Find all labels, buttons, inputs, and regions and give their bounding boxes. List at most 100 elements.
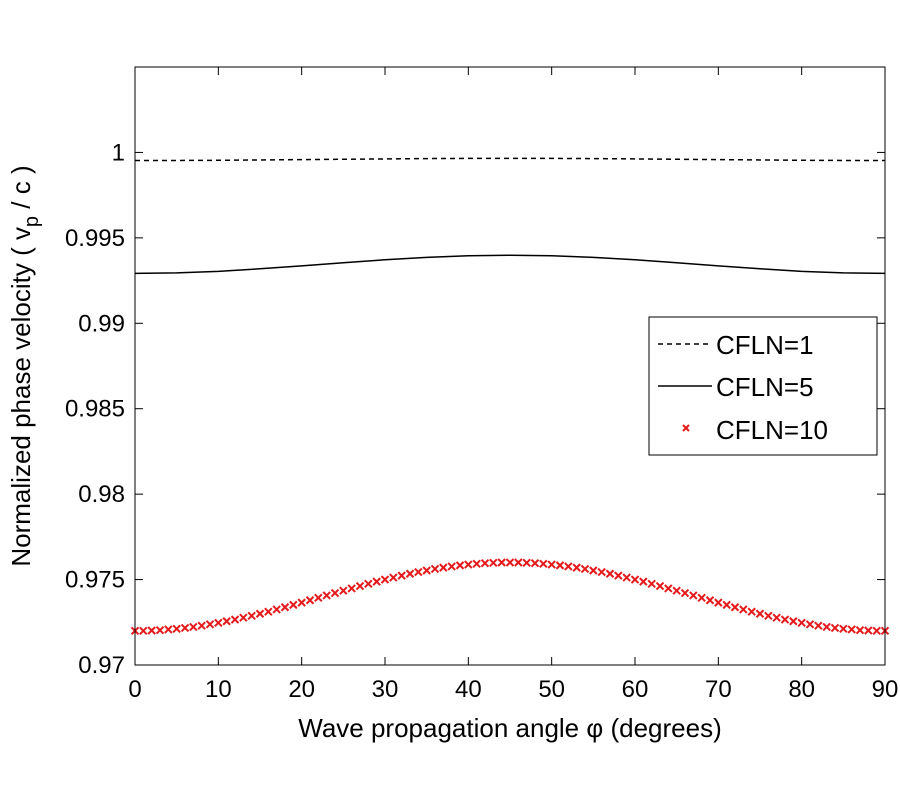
x-axis-label: Wave propagation angle φ (degrees) — [298, 713, 721, 743]
series-cfln1-line — [135, 157, 885, 162]
data-point — [464, 560, 473, 569]
data-point — [264, 607, 273, 616]
data-point — [530, 558, 540, 568]
data-point — [447, 562, 456, 571]
x-tick-label: 50 — [538, 676, 565, 703]
data-point — [189, 622, 198, 632]
data-point — [405, 569, 415, 578]
data-point — [297, 598, 306, 607]
data-point — [680, 588, 690, 598]
data-point — [422, 566, 431, 575]
x-tick-label: 40 — [455, 676, 482, 703]
data-point — [722, 600, 731, 610]
data-point — [605, 569, 615, 578]
data-point — [589, 566, 598, 575]
data-point — [255, 609, 265, 618]
data-point — [547, 560, 556, 569]
x-tick-label: 70 — [705, 676, 732, 703]
y-tick-label: 0.98 — [78, 481, 125, 508]
data-point — [847, 625, 856, 634]
data-point — [689, 591, 698, 600]
data-point — [239, 613, 248, 622]
data-point — [322, 591, 331, 600]
data-point — [305, 596, 315, 605]
data-point — [655, 581, 665, 591]
data-point — [147, 626, 156, 635]
data-point — [289, 600, 298, 610]
data-point — [630, 575, 640, 584]
plot-marks — [130, 157, 890, 636]
data-point — [697, 593, 706, 603]
data-point — [872, 626, 881, 636]
data-point — [664, 584, 673, 593]
data-point — [247, 611, 256, 621]
y-tick-label: 1 — [112, 139, 125, 166]
data-point — [214, 618, 223, 628]
x-tick-label: 90 — [872, 676, 899, 703]
data-point — [372, 577, 381, 586]
data-point — [855, 625, 865, 635]
data-point — [272, 605, 281, 614]
data-point — [222, 617, 231, 626]
data-point — [455, 561, 465, 570]
x-tick-label: 0 — [128, 676, 141, 703]
data-point — [280, 603, 290, 612]
data-point — [522, 558, 531, 568]
data-point — [805, 620, 815, 629]
data-point — [380, 575, 390, 584]
data-point — [772, 613, 781, 622]
data-point — [197, 621, 206, 630]
legend: CFLN=1 CFLN=5 CFLN=10 — [648, 316, 878, 456]
data-point — [622, 573, 631, 582]
data-point — [789, 617, 798, 626]
data-point — [389, 573, 398, 582]
data-point — [414, 567, 423, 577]
data-point — [864, 626, 873, 635]
data-point — [714, 598, 723, 607]
data-point — [739, 605, 748, 614]
data-point — [539, 559, 548, 569]
data-point — [555, 561, 565, 570]
data-point — [505, 558, 515, 567]
data-point — [780, 615, 790, 624]
legend-label-cfln5: CFLN=5 — [716, 372, 814, 402]
data-point — [139, 626, 148, 636]
y-tick-label: 0.985 — [65, 396, 125, 423]
data-point — [439, 563, 448, 572]
x-tick-label: 30 — [372, 676, 399, 703]
data-point — [705, 596, 715, 605]
data-point — [747, 607, 756, 616]
y-tick-label: 0.97 — [78, 652, 125, 679]
data-point — [647, 579, 656, 589]
x-tick-label: 80 — [788, 676, 815, 703]
data-point — [230, 615, 240, 624]
data-point — [205, 620, 215, 629]
y-tick-label: 0.975 — [65, 567, 125, 594]
data-point — [397, 571, 406, 580]
data-point — [514, 558, 523, 567]
x-tick-label: 10 — [205, 676, 232, 703]
data-point — [822, 622, 831, 632]
y-tick-label: 0.995 — [65, 225, 125, 252]
data-point — [730, 603, 740, 612]
data-point — [797, 618, 806, 628]
x-tick-label: 60 — [622, 676, 649, 703]
data-point — [830, 623, 840, 633]
data-point — [347, 584, 356, 593]
data-point — [355, 581, 365, 591]
data-point — [755, 609, 765, 618]
axis-ticks: 0 10 20 30 40 50 60 70 80 90 0.97 0.975 0.98 0.985 0.9… — [65, 67, 898, 703]
data-point — [672, 586, 681, 595]
data-point — [472, 559, 481, 569]
data-point — [572, 563, 581, 572]
data-point — [339, 586, 348, 595]
data-point — [839, 624, 848, 633]
legend-label-cfln10: CFLN=10 — [716, 415, 828, 445]
data-point — [164, 625, 173, 634]
series-cfln10 — [130, 558, 890, 636]
data-point — [597, 567, 606, 577]
data-point — [489, 558, 498, 568]
data-point — [564, 562, 573, 571]
plot-frame — [134, 66, 886, 666]
legend-label-cfln1: CFLN=1 — [716, 330, 814, 360]
